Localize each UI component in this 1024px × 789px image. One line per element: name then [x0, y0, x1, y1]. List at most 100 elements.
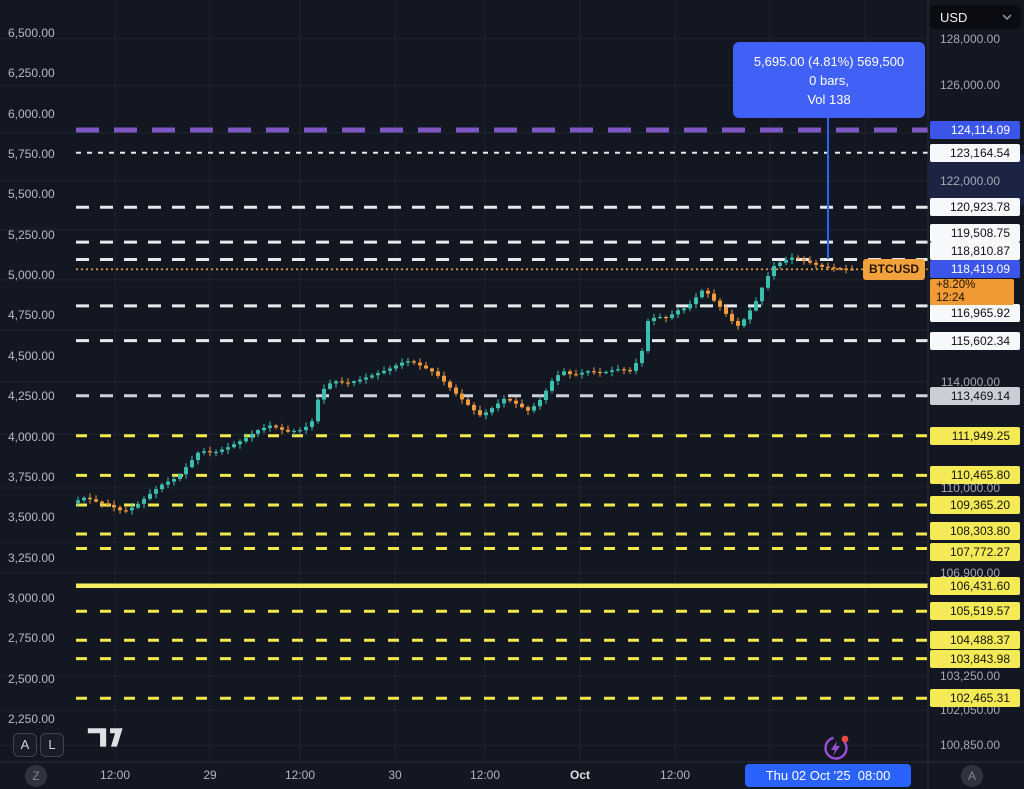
axis-tick-label: 126,000.00	[939, 78, 1000, 93]
candle-body	[94, 499, 98, 502]
candle-body	[688, 304, 692, 309]
candle-body	[364, 377, 368, 380]
left-axis-label: 5,000.00	[8, 268, 55, 283]
candle-body	[748, 310, 752, 320]
price-level-lines	[76, 127, 928, 700]
candle-body	[202, 451, 206, 453]
candle-body	[76, 500, 80, 503]
candle-body	[832, 267, 836, 269]
candle-body	[310, 421, 314, 427]
candle-body	[616, 369, 620, 371]
candle-body	[838, 268, 842, 270]
change-countdown-badge: +8.20% 12:24	[930, 279, 1014, 305]
candle-body	[490, 408, 494, 413]
candle-body	[298, 430, 302, 432]
candle-body	[826, 266, 830, 268]
candle-body	[82, 497, 86, 501]
left-axis-label: 4,500.00	[8, 348, 55, 363]
candle-body	[802, 258, 806, 261]
candle-body	[502, 398, 506, 404]
price-level-badge: 116,965.92	[930, 303, 1020, 322]
time-axis-label: 29	[203, 768, 217, 782]
candle-body	[172, 479, 176, 482]
left-axis-label: 6,500.00	[8, 26, 55, 40]
candle-body	[796, 257, 800, 259]
candle-body	[586, 371, 590, 373]
candle-body	[232, 444, 236, 448]
price-level-badge: 115,602.34	[930, 331, 1020, 350]
candle-body	[700, 290, 704, 298]
log-scale-button[interactable]: L	[40, 733, 64, 757]
tv-logo-glyph-1	[86, 726, 108, 749]
price-level-badge: 119,508.75	[930, 224, 1020, 243]
candle-body	[766, 276, 770, 288]
candle-body	[784, 259, 788, 263]
candle-body	[664, 317, 668, 319]
tooltip-line-3: Vol 138	[807, 91, 851, 107]
candle-body	[220, 449, 224, 452]
time-axis-label: 30	[388, 768, 402, 782]
candle-body	[628, 370, 632, 372]
candle-body	[496, 403, 500, 409]
price-level-badge: 106,431.60	[930, 576, 1020, 595]
tv-logo-glyph-7	[108, 726, 125, 749]
timezone-button[interactable]: Z	[25, 765, 47, 787]
current-price-badge: 118,419.09	[930, 260, 1020, 278]
candle-body	[442, 375, 446, 382]
candle-body	[88, 497, 92, 500]
candle-body	[676, 310, 680, 315]
currency-dropdown[interactable]: USD	[930, 5, 1021, 29]
candle-body	[460, 393, 464, 400]
candle-body	[760, 287, 764, 302]
change-percent: +8.20%	[936, 279, 976, 291]
candle-body	[418, 362, 422, 366]
left-axis-label: 2,500.00	[8, 671, 55, 686]
price-level-badge: 118,810.87	[930, 241, 1020, 260]
measure-tooltip: 5,695.00 (4.81%) 569,500 0 bars, Vol 138	[733, 42, 925, 118]
candle-body	[538, 400, 542, 407]
candle-body	[286, 429, 290, 432]
candle-body	[550, 381, 554, 391]
candle-body	[604, 371, 608, 374]
candle-body	[130, 507, 134, 511]
candle-body	[772, 266, 776, 276]
candle-body	[262, 427, 266, 431]
price-level-badge: 113,469.14	[930, 386, 1020, 405]
crosshair-time-badge: Thu 02 Oct '25 08:00	[745, 764, 911, 787]
left-axis-label: 3,000.00	[8, 590, 55, 605]
left-axis-label: 3,500.00	[8, 510, 55, 525]
bar-countdown: 12:24	[936, 292, 965, 304]
candle-body	[346, 382, 350, 384]
left-axis-label: 4,750.00	[8, 308, 55, 323]
supercharts-ai-button[interactable]	[822, 733, 850, 761]
candle-body	[274, 425, 278, 428]
tooltip-line-1: 5,695.00 (4.81%) 569,500	[753, 53, 905, 69]
candle-body	[136, 503, 140, 508]
candle-body	[166, 481, 170, 485]
candle-body	[472, 404, 476, 411]
axis-tick-label: 100,850.00	[939, 738, 1000, 753]
candle-body	[682, 308, 686, 311]
candle-body	[532, 406, 536, 411]
candle-body	[244, 437, 248, 442]
axis-tick-label: 122,000.00	[939, 173, 1000, 188]
candle-body	[256, 430, 260, 434]
tradingview-logo[interactable]	[86, 726, 127, 755]
price-level-badge: 103,843.98	[930, 649, 1020, 668]
candle-body	[508, 398, 512, 401]
candle-body	[742, 319, 746, 326]
candle-body	[154, 489, 158, 494]
candle-body	[106, 503, 110, 505]
axis-settings-button[interactable]: A	[961, 765, 983, 787]
auto-scale-button[interactable]: A	[13, 733, 37, 757]
candle-body	[436, 371, 440, 376]
currency-label: USD	[940, 9, 968, 25]
candle-body	[634, 363, 638, 371]
candle-body	[514, 400, 518, 404]
candle-body	[430, 368, 434, 372]
price-level-badge: 102,465.31	[930, 689, 1020, 708]
candle-body	[466, 399, 470, 405]
chevron-down-icon	[1002, 14, 1012, 20]
candle-body	[736, 321, 740, 326]
